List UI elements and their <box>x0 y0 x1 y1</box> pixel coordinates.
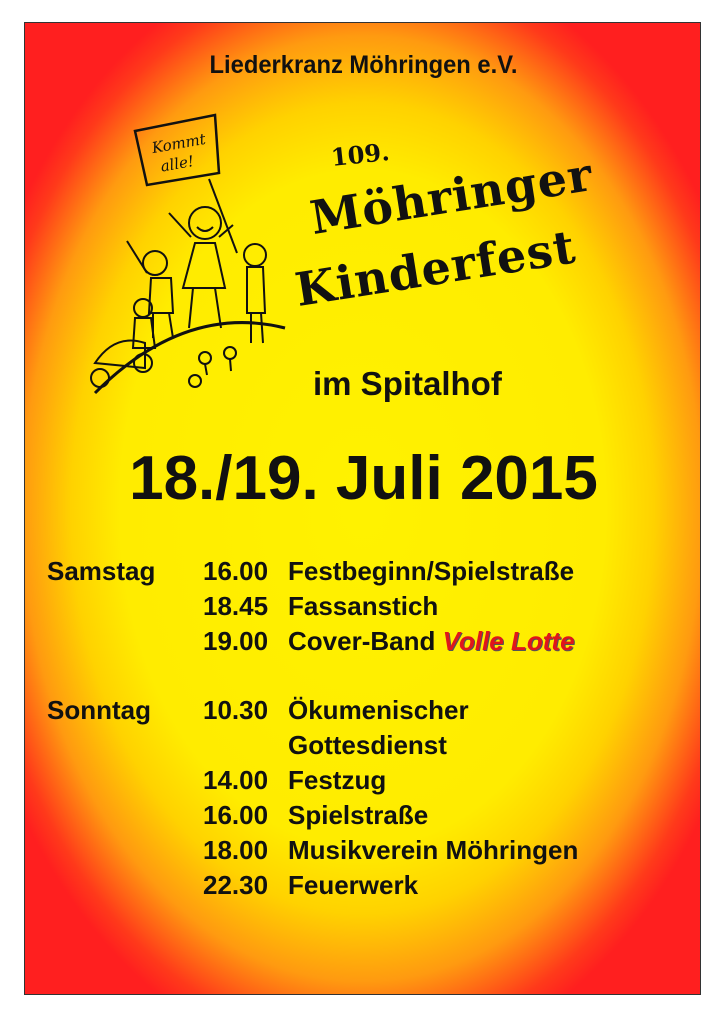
event: Spielstraße <box>288 800 429 830</box>
time: 10.30 <box>203 695 269 725</box>
poster: Liederkranz Möhringen e.V. Kommt alle! 1… <box>24 22 701 995</box>
time: 19.00 <box>203 626 269 656</box>
event: Fassanstich <box>288 591 439 621</box>
event: Musikverein Möhringen <box>288 835 579 865</box>
edition-number: 109. <box>329 137 391 172</box>
children-drawing-illustration: Kommt alle! <box>90 113 286 395</box>
event: Festzug <box>288 765 387 795</box>
time: 18.00 <box>203 835 269 865</box>
sign-text-line1: Kommt <box>149 130 208 157</box>
time: 18.45 <box>203 591 269 621</box>
sign-text-line2: alle! <box>159 152 195 176</box>
event: Feuerwerk <box>288 870 419 900</box>
time: 22.30 <box>203 870 269 900</box>
event-text: Cover-Band <box>288 626 436 656</box>
event: Cover-Band Volle Lotte <box>288 626 575 657</box>
event: Ökumenischer <box>288 695 469 725</box>
event: Festbeginn/Spielstraße <box>288 556 575 586</box>
time: 16.00 <box>203 800 269 830</box>
day-label: Sonntag <box>47 695 151 725</box>
band-name: Volle Lotte <box>442 626 575 656</box>
day-label: Samstag <box>47 556 156 586</box>
time: 14.00 <box>203 765 269 795</box>
location: im Spitalhof <box>313 365 502 402</box>
event-date: 18./19. Juli 2015 <box>129 444 598 513</box>
organizer: Liederkranz Möhringen e.V. <box>209 51 518 79</box>
time: 16.00 <box>203 556 269 586</box>
event-continued: Gottesdienst <box>288 730 447 760</box>
